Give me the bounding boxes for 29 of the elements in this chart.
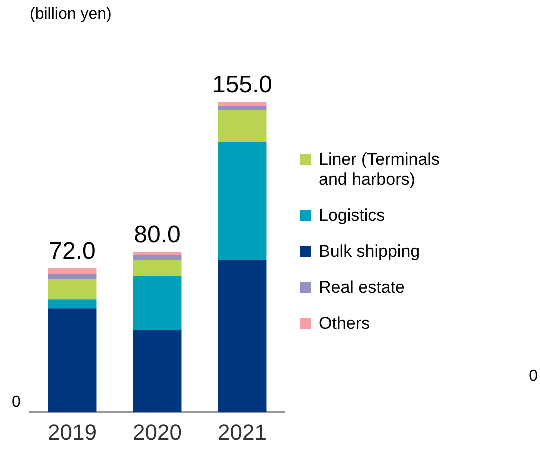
- text: 0: [529, 368, 538, 386]
- annotation: 72.0: [49, 238, 96, 266]
- annotation: 80.0: [134, 222, 181, 249]
- bar: [133, 260, 182, 276]
- legend-label: Real estate: [319, 278, 405, 298]
- y-axis-title: (billion yen): [30, 6, 112, 24]
- bar: [133, 252, 182, 256]
- x-tick-label: 2020: [133, 420, 182, 445]
- bar: [48, 300, 97, 309]
- bar: [48, 274, 97, 280]
- bar: [218, 142, 267, 260]
- bar: [48, 308, 97, 413]
- bar: [48, 279, 97, 300]
- x-tick-label: 2021: [218, 420, 267, 445]
- bar: [218, 106, 267, 110]
- text: 0: [12, 394, 21, 412]
- bar: [218, 260, 267, 413]
- bar: [133, 276, 182, 330]
- text: 155.0: [212, 72, 273, 99]
- legend-label: Logistics: [319, 206, 386, 226]
- bar: [48, 268, 97, 274]
- legend-label: Bulk shipping: [319, 242, 420, 262]
- x-tick-label: 2019: [48, 420, 97, 445]
- bar: [133, 255, 182, 260]
- bar: [218, 110, 267, 142]
- legend-label: Liner (Terminals and harbors): [319, 150, 441, 190]
- legend-label: Others: [319, 314, 370, 334]
- bar: [218, 102, 267, 106]
- bar: [133, 330, 182, 413]
